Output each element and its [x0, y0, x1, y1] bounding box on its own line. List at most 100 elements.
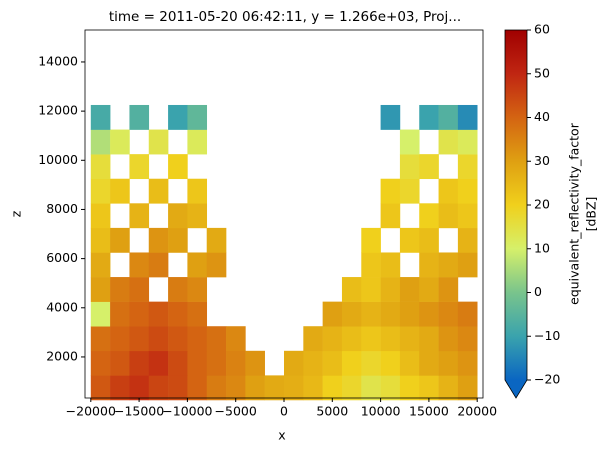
- heatmap-cell: [148, 301, 169, 327]
- colorbar: [505, 30, 527, 380]
- heatmap-cell: [438, 301, 459, 327]
- heatmap-cell: [419, 252, 439, 278]
- heatmap-cell: [341, 326, 362, 352]
- colorbar-frame: [504, 29, 528, 399]
- heatmap-cell: [148, 129, 169, 155]
- heatmap-cell: [361, 301, 381, 327]
- heatmap-cell: [380, 252, 401, 278]
- heatmap-cell: [399, 178, 420, 204]
- heatmap-cell: [380, 301, 401, 327]
- heatmap-cell: [148, 252, 169, 278]
- heatmap-cell: [110, 277, 130, 302]
- heatmap-cell: [399, 301, 420, 327]
- heatmap-cell: [187, 203, 208, 229]
- heatmap-cell: [148, 375, 169, 401]
- heatmap-cell: [438, 350, 459, 376]
- heatmap-cell: [341, 277, 362, 302]
- heatmap-cell: [168, 104, 188, 130]
- heatmap-cell: [438, 277, 459, 302]
- heatmap-cell: [438, 326, 459, 352]
- x-tick-label: −15000: [114, 404, 164, 419]
- heatmap-cell: [168, 326, 188, 352]
- heatmap-cell: [187, 104, 208, 130]
- heatmap-cell: [399, 326, 420, 352]
- heatmap-cell: [90, 129, 111, 155]
- heatmap-cell: [438, 375, 459, 401]
- colorbar-tick-label: −20: [534, 372, 560, 387]
- colorbar-extend: [505, 380, 527, 398]
- heatmap-cell: [110, 227, 130, 253]
- heatmap-cell: [90, 252, 111, 278]
- colorbar-tick-label: 10: [534, 240, 550, 255]
- heatmap-cell: [90, 277, 111, 302]
- heatmap-cell: [168, 301, 188, 327]
- heatmap-cell: [206, 326, 227, 352]
- heatmap-cell: [129, 326, 150, 352]
- heatmap-cell: [187, 301, 208, 327]
- heatmap-cell: [168, 203, 188, 229]
- y-tick-label: 6000: [46, 250, 78, 265]
- heatmap-cell: [90, 301, 111, 327]
- heatmap-cell: [457, 203, 478, 229]
- chart-title: time = 2011-05-20 06:42:11, y = 1.266e+0…: [109, 9, 461, 25]
- heatmap-cell: [284, 350, 304, 376]
- heatmap-cell: [187, 129, 208, 155]
- heatmap-cell: [187, 326, 208, 352]
- heatmap-cell: [90, 375, 111, 401]
- colorbar-label: [dBZ]: [584, 197, 599, 232]
- heatmap-cell: [90, 203, 111, 229]
- heatmap-cell: [399, 154, 420, 180]
- heatmap-cell: [457, 227, 478, 253]
- heatmap-cell: [226, 326, 246, 352]
- y-tick-label: 14000: [38, 53, 78, 68]
- heatmap-cell: [90, 154, 111, 180]
- x-tick-label: 20000: [457, 404, 497, 419]
- heatmap-cell: [438, 129, 459, 155]
- x-tick-label: 0: [280, 404, 288, 419]
- colorbar-tick-label: 40: [534, 109, 550, 124]
- heatmap-cell: [148, 178, 169, 204]
- heatmap-cell: [341, 350, 362, 376]
- heatmap-cell: [90, 350, 111, 376]
- heatmap-cell: [457, 350, 478, 376]
- heatmap-cell: [419, 277, 439, 302]
- heatmap-cell: [457, 326, 478, 352]
- heatmap-cell: [399, 129, 420, 155]
- heatmap-cell: [380, 326, 401, 352]
- x-tick-label: 15000: [409, 404, 449, 419]
- heatmap-cell: [245, 350, 265, 376]
- colorbar-tick-label: −10: [534, 328, 560, 343]
- heatmap-cell: [322, 350, 343, 376]
- heatmap-cell: [419, 227, 439, 253]
- colorbar-tick-label: 0: [534, 284, 542, 299]
- colorbar-tick-label: 50: [534, 65, 550, 80]
- heatmap-cell: [187, 375, 208, 401]
- heatmap-cell: [380, 375, 401, 401]
- colorbar-tick-label: 30: [534, 153, 550, 168]
- heatmap-cell: [457, 375, 478, 401]
- heatmap-cell: [419, 350, 439, 376]
- y-tick-label: 8000: [46, 201, 78, 216]
- heatmap-cell: [361, 375, 381, 401]
- heatmap-cell: [457, 129, 478, 155]
- heatmap-cell: [129, 203, 150, 229]
- heatmap-cell: [90, 326, 111, 352]
- x-tick-label: −10000: [162, 404, 212, 419]
- heatmap-cell: [129, 301, 150, 327]
- heatmap-cell: [284, 375, 304, 401]
- x-tick-label: 10000: [361, 404, 401, 419]
- heatmap-cell: [129, 154, 150, 180]
- heatmap-cell: [187, 178, 208, 204]
- heatmap-cell: [399, 375, 420, 401]
- heatmap-cell: [361, 326, 381, 352]
- heatmap-cell: [380, 277, 401, 302]
- heatmap-cell: [438, 252, 459, 278]
- heatmap-cell: [129, 350, 150, 376]
- heatmap-cell: [110, 375, 130, 401]
- heatmap-cell: [457, 252, 478, 278]
- heatmap-cell: [187, 350, 208, 376]
- heatmap-cell: [303, 350, 323, 376]
- heatmap-cell: [168, 154, 188, 180]
- heatmap-cell: [264, 375, 285, 401]
- heatmap-cell: [110, 350, 130, 376]
